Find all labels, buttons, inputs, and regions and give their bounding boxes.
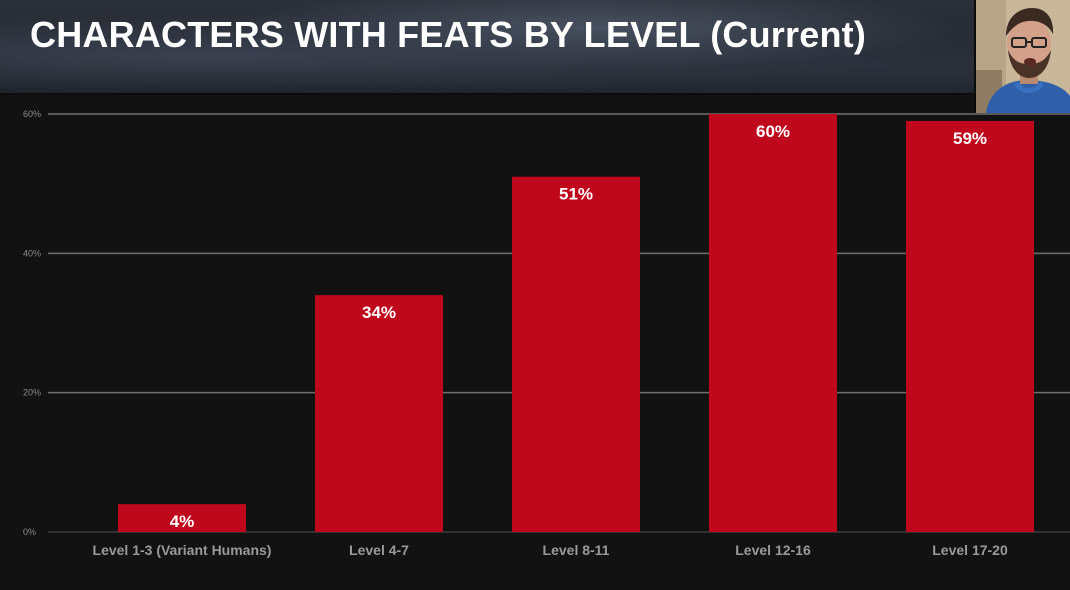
- chart-title: CHARACTERS WITH FEATS BY LEVEL (Current): [30, 14, 867, 55]
- title-banner: CHARACTERS WITH FEATS BY LEVEL (Current): [0, 0, 1070, 95]
- bar-value-label: 34%: [362, 303, 396, 322]
- bar-1: [118, 504, 246, 532]
- category-label: Level 4-7: [349, 542, 409, 558]
- bar-value-label: 4%: [170, 512, 195, 531]
- bar-value-label: 59%: [953, 129, 987, 148]
- category-label: Level 8-11: [543, 542, 610, 558]
- bar-value-label: 51%: [559, 185, 593, 204]
- bar-chart: 0% 20% 40% 60% 4% Level 1-3 (Variant Humans) 3…: [23, 109, 1070, 558]
- y-tick-label: 40%: [23, 248, 41, 258]
- bar-4: [709, 114, 837, 532]
- category-label: Level 17-20: [932, 542, 1008, 558]
- presenter-webcam-icon: [974, 0, 1070, 113]
- bar-2: [315, 295, 443, 532]
- y-tick-label: 60%: [23, 109, 41, 119]
- category-label: Level 1-3 (Variant Humans): [93, 542, 272, 558]
- category-label: Level 12-16: [735, 542, 811, 558]
- y-tick-label: 0%: [23, 527, 36, 537]
- bar-value-label: 60%: [756, 122, 790, 141]
- bar-3: [512, 176, 640, 532]
- bar-5: [906, 120, 1034, 532]
- y-tick-label: 20%: [23, 388, 41, 398]
